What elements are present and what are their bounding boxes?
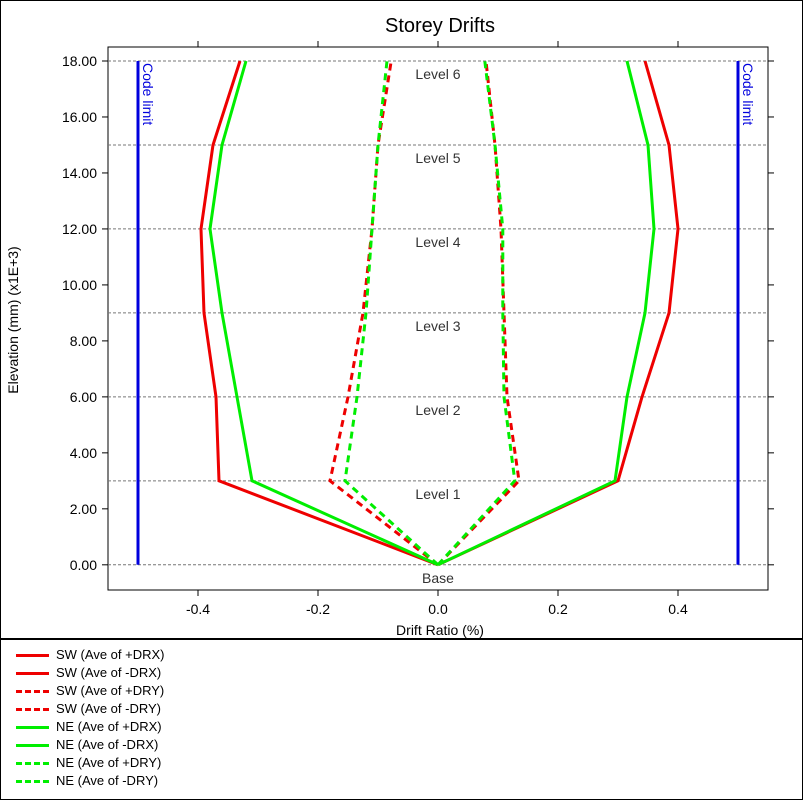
legend-swatch xyxy=(16,690,49,693)
level-label: Base xyxy=(422,570,454,586)
level-labels: Base Level 1 Level 2 Level 3 Level 4 Level 5 L… xyxy=(415,66,460,586)
series-line xyxy=(343,60,440,566)
legend-swatch xyxy=(16,744,49,747)
level-label: Level 2 xyxy=(415,402,460,418)
x-axis-label: Drift Ratio (%) xyxy=(396,622,484,638)
x-tick-label: 0.4 xyxy=(668,601,688,617)
legend-swatch xyxy=(16,726,49,729)
x-tick-label: -0.4 xyxy=(186,601,210,617)
level-label: Level 5 xyxy=(415,150,460,166)
series-line xyxy=(436,60,517,566)
x-tick-label: 0.2 xyxy=(548,601,568,617)
series-line xyxy=(199,60,439,567)
y-tick-label: 2.00 xyxy=(70,501,97,517)
y-tick-label: 12.00 xyxy=(62,221,97,237)
level-label: Level 3 xyxy=(415,318,460,334)
y-tick-label: 16.00 xyxy=(62,109,97,125)
y-tick-label: 14.00 xyxy=(62,165,97,181)
y-tick-label: 8.00 xyxy=(70,333,97,349)
y-tick-label: 6.00 xyxy=(70,389,97,405)
legend-label: SW (Ave of -DRX) xyxy=(56,665,162,680)
legend-swatch xyxy=(16,780,49,783)
legend-label: SW (Ave of +DRY) xyxy=(56,683,165,698)
y-axis-label: Elevation (mm) (x1E+3) xyxy=(5,246,21,393)
drift-series xyxy=(199,60,680,567)
legend-swatch xyxy=(16,708,49,711)
series-line xyxy=(328,60,439,566)
code-limit-label: Code limit xyxy=(140,63,156,125)
series-line xyxy=(437,60,680,567)
legend-label: NE (Ave of -DRX) xyxy=(56,737,159,752)
y-axis: 0.00 2.00 4.00 6.00 8.00 10.00 12.00 14.00 16.00… xyxy=(62,53,774,573)
y-tick-label: 10.00 xyxy=(62,277,97,293)
series-line xyxy=(208,60,439,567)
storey-drift-chart: Storey Drifts Code limit Code limit -0.4-… xyxy=(5,15,774,638)
x-tick-label: 0.0 xyxy=(428,601,448,617)
legend-swatch xyxy=(16,654,49,657)
legend-label: NE (Ave of +DRX) xyxy=(56,719,162,734)
x-axis: -0.4 -0.2 0.0 0.2 0.4 xyxy=(186,41,688,617)
legend-divider xyxy=(0,638,803,640)
legend-swatch xyxy=(16,762,49,765)
chart-title: Storey Drifts xyxy=(385,15,495,37)
level-label: Level 4 xyxy=(415,234,460,250)
level-gridlines xyxy=(108,60,768,566)
level-label: Level 1 xyxy=(415,486,460,502)
series-line xyxy=(437,60,656,567)
legend-label: NE (Ave of +DRY) xyxy=(56,755,162,770)
x-tick-label: -0.2 xyxy=(306,601,330,617)
y-tick-label: 0.00 xyxy=(70,557,97,573)
code-limit-label: Code limit xyxy=(740,63,756,125)
legend-label: SW (Ave of -DRY) xyxy=(56,701,161,716)
y-tick-label: 18.00 xyxy=(62,53,97,69)
level-label: Level 6 xyxy=(415,66,460,82)
legend-swatch xyxy=(16,672,49,675)
y-tick-label: 4.00 xyxy=(70,445,97,461)
code-limit-lines: Code limit Code limit xyxy=(136,60,756,565)
legend-label: SW (Ave of +DRX) xyxy=(56,647,165,662)
legend-label: NE (Ave of -DRY) xyxy=(56,773,159,788)
